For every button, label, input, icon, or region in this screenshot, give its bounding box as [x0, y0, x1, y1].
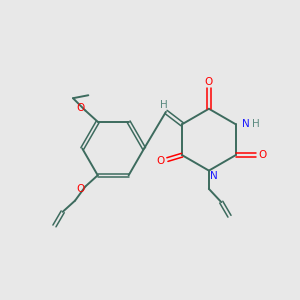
Text: H: H: [160, 100, 167, 110]
Text: O: O: [259, 150, 267, 160]
Text: N: N: [242, 119, 250, 129]
Text: O: O: [157, 156, 165, 166]
Text: O: O: [76, 184, 84, 194]
Text: O: O: [76, 103, 84, 112]
Text: O: O: [205, 77, 213, 87]
Text: H: H: [252, 119, 260, 129]
Text: N: N: [210, 171, 218, 181]
